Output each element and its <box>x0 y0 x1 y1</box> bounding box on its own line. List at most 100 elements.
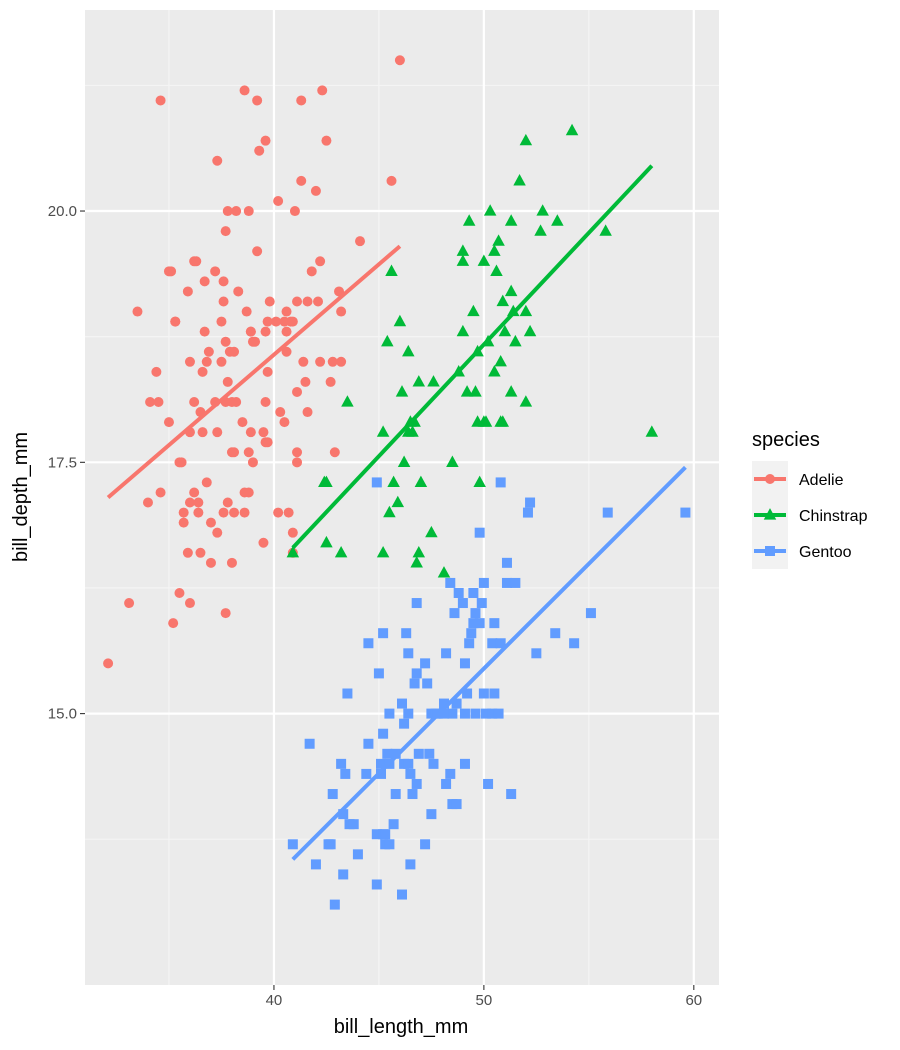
gentoo-point <box>451 698 462 709</box>
x-axis-title: bill_length_mm <box>334 1016 469 1038</box>
adelie-point <box>281 326 292 337</box>
gentoo-point <box>474 527 485 538</box>
chinstrap-point <box>471 415 484 427</box>
chinstrap-point <box>376 425 390 437</box>
adelie-point <box>205 557 216 568</box>
gentoo-point <box>371 879 382 890</box>
gentoo-point <box>413 748 424 759</box>
chinstrap-point <box>414 475 428 488</box>
x-tick-label: 40 <box>266 992 283 1009</box>
chinstrap-point <box>383 505 396 518</box>
chinstrap-point <box>456 254 470 266</box>
gentoo-point <box>405 768 416 779</box>
adelie-point <box>292 296 303 307</box>
adelie-point <box>275 407 286 418</box>
adelie-point <box>151 366 162 377</box>
adelie-point <box>124 598 135 609</box>
gentoo-point <box>493 708 504 719</box>
chinstrap-point <box>492 234 505 246</box>
adelie-point <box>191 256 202 267</box>
gentoo-point <box>378 728 389 739</box>
gentoo-point <box>411 668 422 679</box>
gentoo-point <box>342 688 353 699</box>
gentoo-point <box>483 778 494 789</box>
adelie-point <box>336 306 347 317</box>
y-tick-label: 20.0 <box>48 203 77 220</box>
adelie-point <box>216 356 227 367</box>
chinstrap-point <box>410 556 423 568</box>
gentoo-point <box>510 577 521 588</box>
chinstrap-point <box>483 204 497 216</box>
y-tick-label: 17.5 <box>48 454 77 471</box>
adelie-point <box>327 356 338 367</box>
chinstrap-point <box>551 214 564 226</box>
chinstrap-point <box>498 324 512 337</box>
gentoo-point <box>310 859 321 870</box>
gentoo-point <box>525 497 536 508</box>
adelie-point <box>155 487 166 498</box>
gentoo-point <box>373 668 384 679</box>
adelie-point <box>315 256 326 267</box>
gentoo-point <box>470 608 481 619</box>
gentoo-regression-line <box>291 465 687 861</box>
plot-panel <box>85 10 719 985</box>
chinstrap-point <box>456 324 470 337</box>
adelie-point <box>394 55 405 66</box>
adelie-point <box>197 427 208 438</box>
adelie-point <box>222 497 233 508</box>
gentoo-point <box>459 658 470 669</box>
gentoo-point <box>680 507 691 518</box>
adelie-point <box>292 386 303 397</box>
gentoo-point <box>420 658 431 669</box>
chinstrap-point <box>446 455 459 467</box>
gentoo-point <box>459 758 470 769</box>
legend-item-adelie: Adelie <box>754 472 844 489</box>
adelie-point <box>222 376 233 387</box>
gentoo-point <box>462 688 473 699</box>
adelie-point <box>182 286 193 297</box>
adelie-point <box>260 135 271 146</box>
gentoo-point <box>487 638 498 649</box>
gentoo-point <box>438 708 449 719</box>
adelie-point <box>273 195 284 206</box>
adelie-point <box>254 145 265 156</box>
gentoo-point <box>403 758 414 769</box>
adelie-point <box>243 487 254 498</box>
gentoo-point <box>489 688 500 699</box>
adelie-point <box>355 236 366 247</box>
chinstrap-point <box>467 304 480 317</box>
gentoo-point <box>348 819 359 830</box>
chinstrap-point <box>391 495 405 508</box>
chinstrap-point <box>402 344 415 357</box>
adelie-point <box>212 427 223 438</box>
gentoo-point <box>397 889 407 900</box>
gentoo-point <box>438 698 449 709</box>
chinstrap-point <box>599 224 612 236</box>
gentoo-point <box>287 839 298 850</box>
adelie-point <box>283 507 294 518</box>
gentoo-point <box>428 758 439 769</box>
adelie-point <box>252 246 263 257</box>
adelie-point <box>310 185 321 196</box>
gentoo-point <box>338 869 349 880</box>
x-tick-label: 60 <box>685 992 702 1009</box>
gentoo-point <box>550 628 561 639</box>
adelie-point <box>163 417 174 428</box>
adelie-point <box>212 155 223 166</box>
adelie-point <box>226 557 237 568</box>
chinstrap-point <box>397 455 411 467</box>
gentoo-point <box>407 789 418 800</box>
chinstrap-point <box>427 375 440 387</box>
adelie-point <box>145 397 156 408</box>
adelie-point <box>273 507 284 518</box>
legend: species Adelie Chinstrap Gentoo <box>752 429 868 569</box>
adelie-point <box>170 316 181 327</box>
gentoo-point <box>466 628 477 639</box>
adelie-point <box>262 366 273 377</box>
chinstrap-point <box>565 123 579 136</box>
adelie-point <box>189 397 200 408</box>
chinstrap-point <box>513 174 526 186</box>
adelie-point <box>168 618 179 629</box>
adelie-point <box>239 507 250 518</box>
